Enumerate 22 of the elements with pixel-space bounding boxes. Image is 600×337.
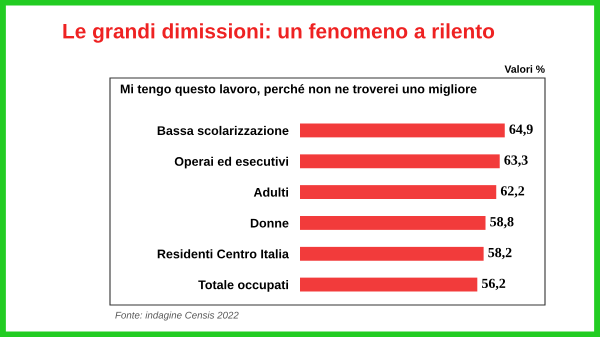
chart-subtitle: Mi tengo questo lavoro, perché non ne troverei uno migliore: [120, 84, 477, 96]
y-tick-label: Residenti Centro Italia: [158, 249, 289, 258]
data-label: 56,2: [482, 278, 506, 290]
bar: [300, 185, 496, 200]
y-tick-label: Operai ed esecutivi: [174, 156, 288, 168]
bar: [300, 216, 486, 230]
data-label: 64,9: [509, 124, 533, 136]
y-tick-label: Adulti: [254, 188, 288, 197]
bar: [300, 154, 500, 168]
chart-title: Le grandi dimissioni: un fenomeno a rilento: [63, 23, 494, 43]
y-tick-label: Donne: [250, 218, 288, 228]
bar: [300, 278, 478, 292]
data-label: 62,2: [500, 186, 524, 198]
data-label: 58,2: [488, 248, 512, 260]
bar: [300, 246, 484, 261]
bar: [300, 123, 505, 138]
data-label: 63,3: [504, 155, 528, 167]
x-axis-title: Valori %: [504, 65, 545, 73]
y-tick-label: Bassa scolarizzazione: [158, 126, 288, 136]
data-label: 58,8: [490, 217, 514, 228]
y-tick-label: Totale occupati: [198, 280, 288, 292]
source-note: Fonte: indagine Censis 2022: [115, 311, 239, 321]
